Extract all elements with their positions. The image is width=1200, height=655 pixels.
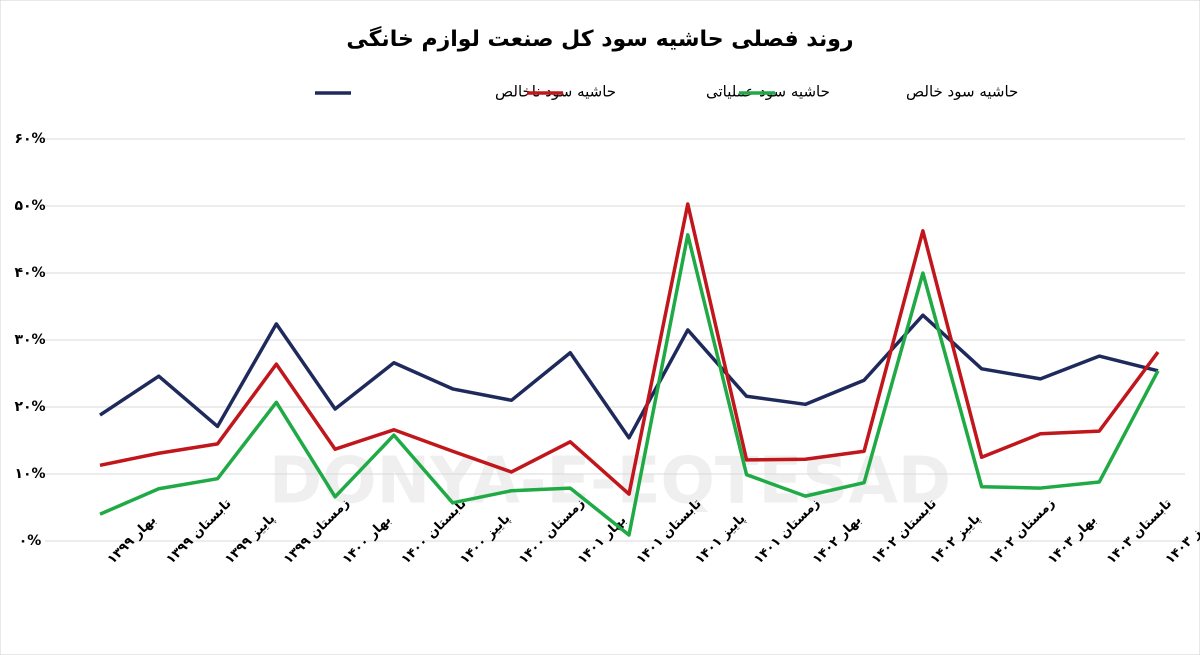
y-tick-label: ۱۰% (14, 466, 45, 482)
chart-title: روند فصلی حاشیه سود کل صنعت لوازم خانگی (346, 25, 853, 52)
y-tick-label: ۰% (19, 533, 42, 549)
y-tick-label: ۵۰% (14, 198, 45, 214)
y-tick-label: ۲۰% (14, 399, 45, 415)
data-line (99, 313, 1159, 440)
y-tick-label: ۴۰% (14, 265, 45, 281)
y-tick-label: ۳۰% (14, 332, 45, 348)
data-line (99, 202, 1160, 496)
watermark: DONYA-E-EQTESAD (269, 445, 951, 519)
data-line (99, 233, 1160, 537)
legend-label: حاشیه سود خالص (906, 83, 1018, 101)
y-tick-label: ۶۰% (14, 131, 45, 147)
